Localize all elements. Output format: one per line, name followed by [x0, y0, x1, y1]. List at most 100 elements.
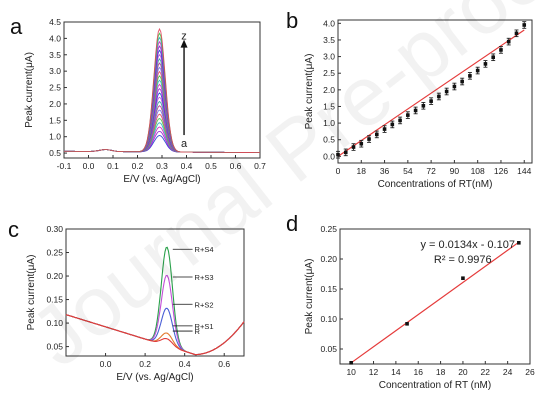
data-point	[343, 150, 348, 155]
fit-equation: y = 0.0134x - 0.107	[420, 239, 514, 251]
voltammogram-curve	[64, 117, 260, 154]
panel-letter-a: a	[10, 14, 23, 39]
y-tick-label: 2.5	[49, 83, 61, 93]
arrow-label-z: z	[181, 30, 187, 42]
x-tick-label: 0.1	[107, 161, 119, 171]
y-tick-label: 0.30	[46, 224, 63, 234]
y-tick-label: 0.0	[323, 151, 335, 161]
linear-fit-line	[350, 241, 520, 364]
fit-r-squared: R² = 0.9976	[434, 254, 492, 266]
x-tick-label: 72	[426, 166, 436, 176]
panel-a-voltammograms: -0.1 0.0 0.1 0.2 0.3 0.4 0.5 0.6 0.7 0.5 1.0 1.5 2.0…	[24, 17, 266, 185]
data-point	[461, 276, 465, 280]
y-tick-label: 0.05	[320, 344, 337, 354]
data-point	[382, 127, 387, 131]
y-axis-label: Peak current(μA)	[304, 259, 315, 335]
voltammogram-r	[65, 314, 245, 356]
data-point	[452, 84, 457, 89]
y-tick-label: 0.10	[320, 314, 337, 324]
data-point	[517, 241, 521, 245]
y-tick-label: 1.0	[49, 132, 61, 142]
x-tick-label: 14	[391, 367, 401, 377]
panel-b-calibration: 0 18 36 54 72 90 108 126 144 0.0 0.5 1.0 1.5 2.0 2.5 3.…	[304, 18, 533, 190]
y-tick-label: 1.0	[323, 118, 335, 128]
x-tick-label: 0	[336, 166, 341, 176]
y-tick-label: 0.25	[46, 248, 63, 258]
y-tick-label: 3.5	[323, 35, 335, 45]
series-label: R	[195, 327, 201, 336]
x-tick-label: 24	[503, 367, 513, 377]
x-tick-label: 0.0	[83, 161, 95, 171]
x-tick-label: 0.2	[132, 161, 144, 171]
data-point	[421, 104, 426, 108]
x-tick-label: 0.4	[179, 359, 191, 369]
data-point	[444, 89, 449, 94]
plot-frame	[65, 228, 245, 357]
x-axis-label: E/V (vs. Ag/AgCl)	[116, 372, 193, 383]
plot-frame	[337, 19, 533, 164]
x-tick-label: 0.2	[139, 359, 151, 369]
y-axis-label: Peak current(μA)	[26, 255, 37, 331]
data-point	[522, 23, 527, 27]
y-tick-label: 0.20	[320, 254, 337, 264]
panel-letter-c: c	[8, 217, 19, 242]
x-tick-label: 18	[436, 367, 446, 377]
y-tick-label: 3.0	[323, 52, 335, 62]
series-label: R+S2	[195, 300, 214, 309]
y-tick-label: 0.25	[320, 224, 337, 234]
panel-d-calibration: 10 12 14 16 18 20 22 24 26 0.05 0.10 0.15 0.20 0.25 Co…	[304, 224, 535, 391]
y-tick-label: 1.5	[323, 101, 335, 111]
data-point	[506, 39, 511, 44]
x-tick-label: 0.5	[205, 161, 217, 171]
x-tick-label: 16	[414, 367, 424, 377]
series-label: R+S4	[195, 245, 214, 254]
x-tick-label: 22	[481, 367, 491, 377]
x-tick-label: -0.1	[57, 161, 72, 171]
y-tick-label: 3.5	[49, 50, 61, 60]
y-axis-label: Peak current(μA)	[24, 52, 35, 128]
data-point	[359, 141, 364, 146]
y-tick-label: 4.0	[49, 33, 61, 43]
x-tick-label: 0.6	[230, 161, 242, 171]
data-point	[351, 145, 356, 149]
x-axis-label: Concentrations of RT(nM)	[378, 179, 493, 190]
x-tick-label: 26	[525, 367, 535, 377]
x-tick-label: 0.4	[181, 161, 193, 171]
trend-arrowhead	[180, 39, 188, 48]
data-point	[390, 122, 395, 127]
data-point	[367, 137, 371, 141]
data-point	[483, 62, 488, 66]
data-point	[336, 152, 340, 157]
y-tick-label: 4.0	[323, 18, 335, 28]
y-tick-label: 0.15	[46, 295, 63, 305]
y-tick-label: 0.20	[46, 271, 63, 281]
voltammogram-curve	[64, 109, 260, 154]
data-point	[475, 68, 480, 73]
x-tick-label: 54	[403, 166, 413, 176]
x-tick-label: 0.6	[218, 359, 230, 369]
x-tick-label: 108	[471, 166, 485, 176]
data-point	[413, 108, 418, 113]
y-axis-label: Peak current(μA)	[304, 54, 315, 130]
x-tick-label: 36	[380, 166, 390, 176]
data-point	[514, 31, 519, 36]
arrow-label-a: a	[181, 138, 188, 150]
voltammogram-curve	[64, 130, 260, 154]
y-tick-label: 1.5	[49, 115, 61, 125]
y-tick-label: 0.05	[46, 342, 63, 352]
y-tick-label: 2.5	[323, 68, 335, 78]
plot-frame	[339, 228, 531, 365]
voltammogram-curve	[64, 126, 260, 154]
x-tick-label: 20	[458, 367, 468, 377]
x-axis-label: Concentration of RT (nM)	[379, 380, 491, 391]
data-point	[406, 113, 410, 117]
y-tick-label: 0.10	[46, 318, 63, 328]
y-tick-label: 0.15	[320, 284, 337, 294]
x-tick-label: 10	[346, 367, 356, 377]
x-tick-label: 12	[369, 367, 379, 377]
y-tick-label: 0.5	[49, 148, 61, 158]
y-tick-label: 2.0	[323, 85, 335, 95]
x-tick-label: 126	[494, 166, 508, 176]
x-axis-label: E/V (vs. Ag/AgCl)	[123, 174, 200, 185]
